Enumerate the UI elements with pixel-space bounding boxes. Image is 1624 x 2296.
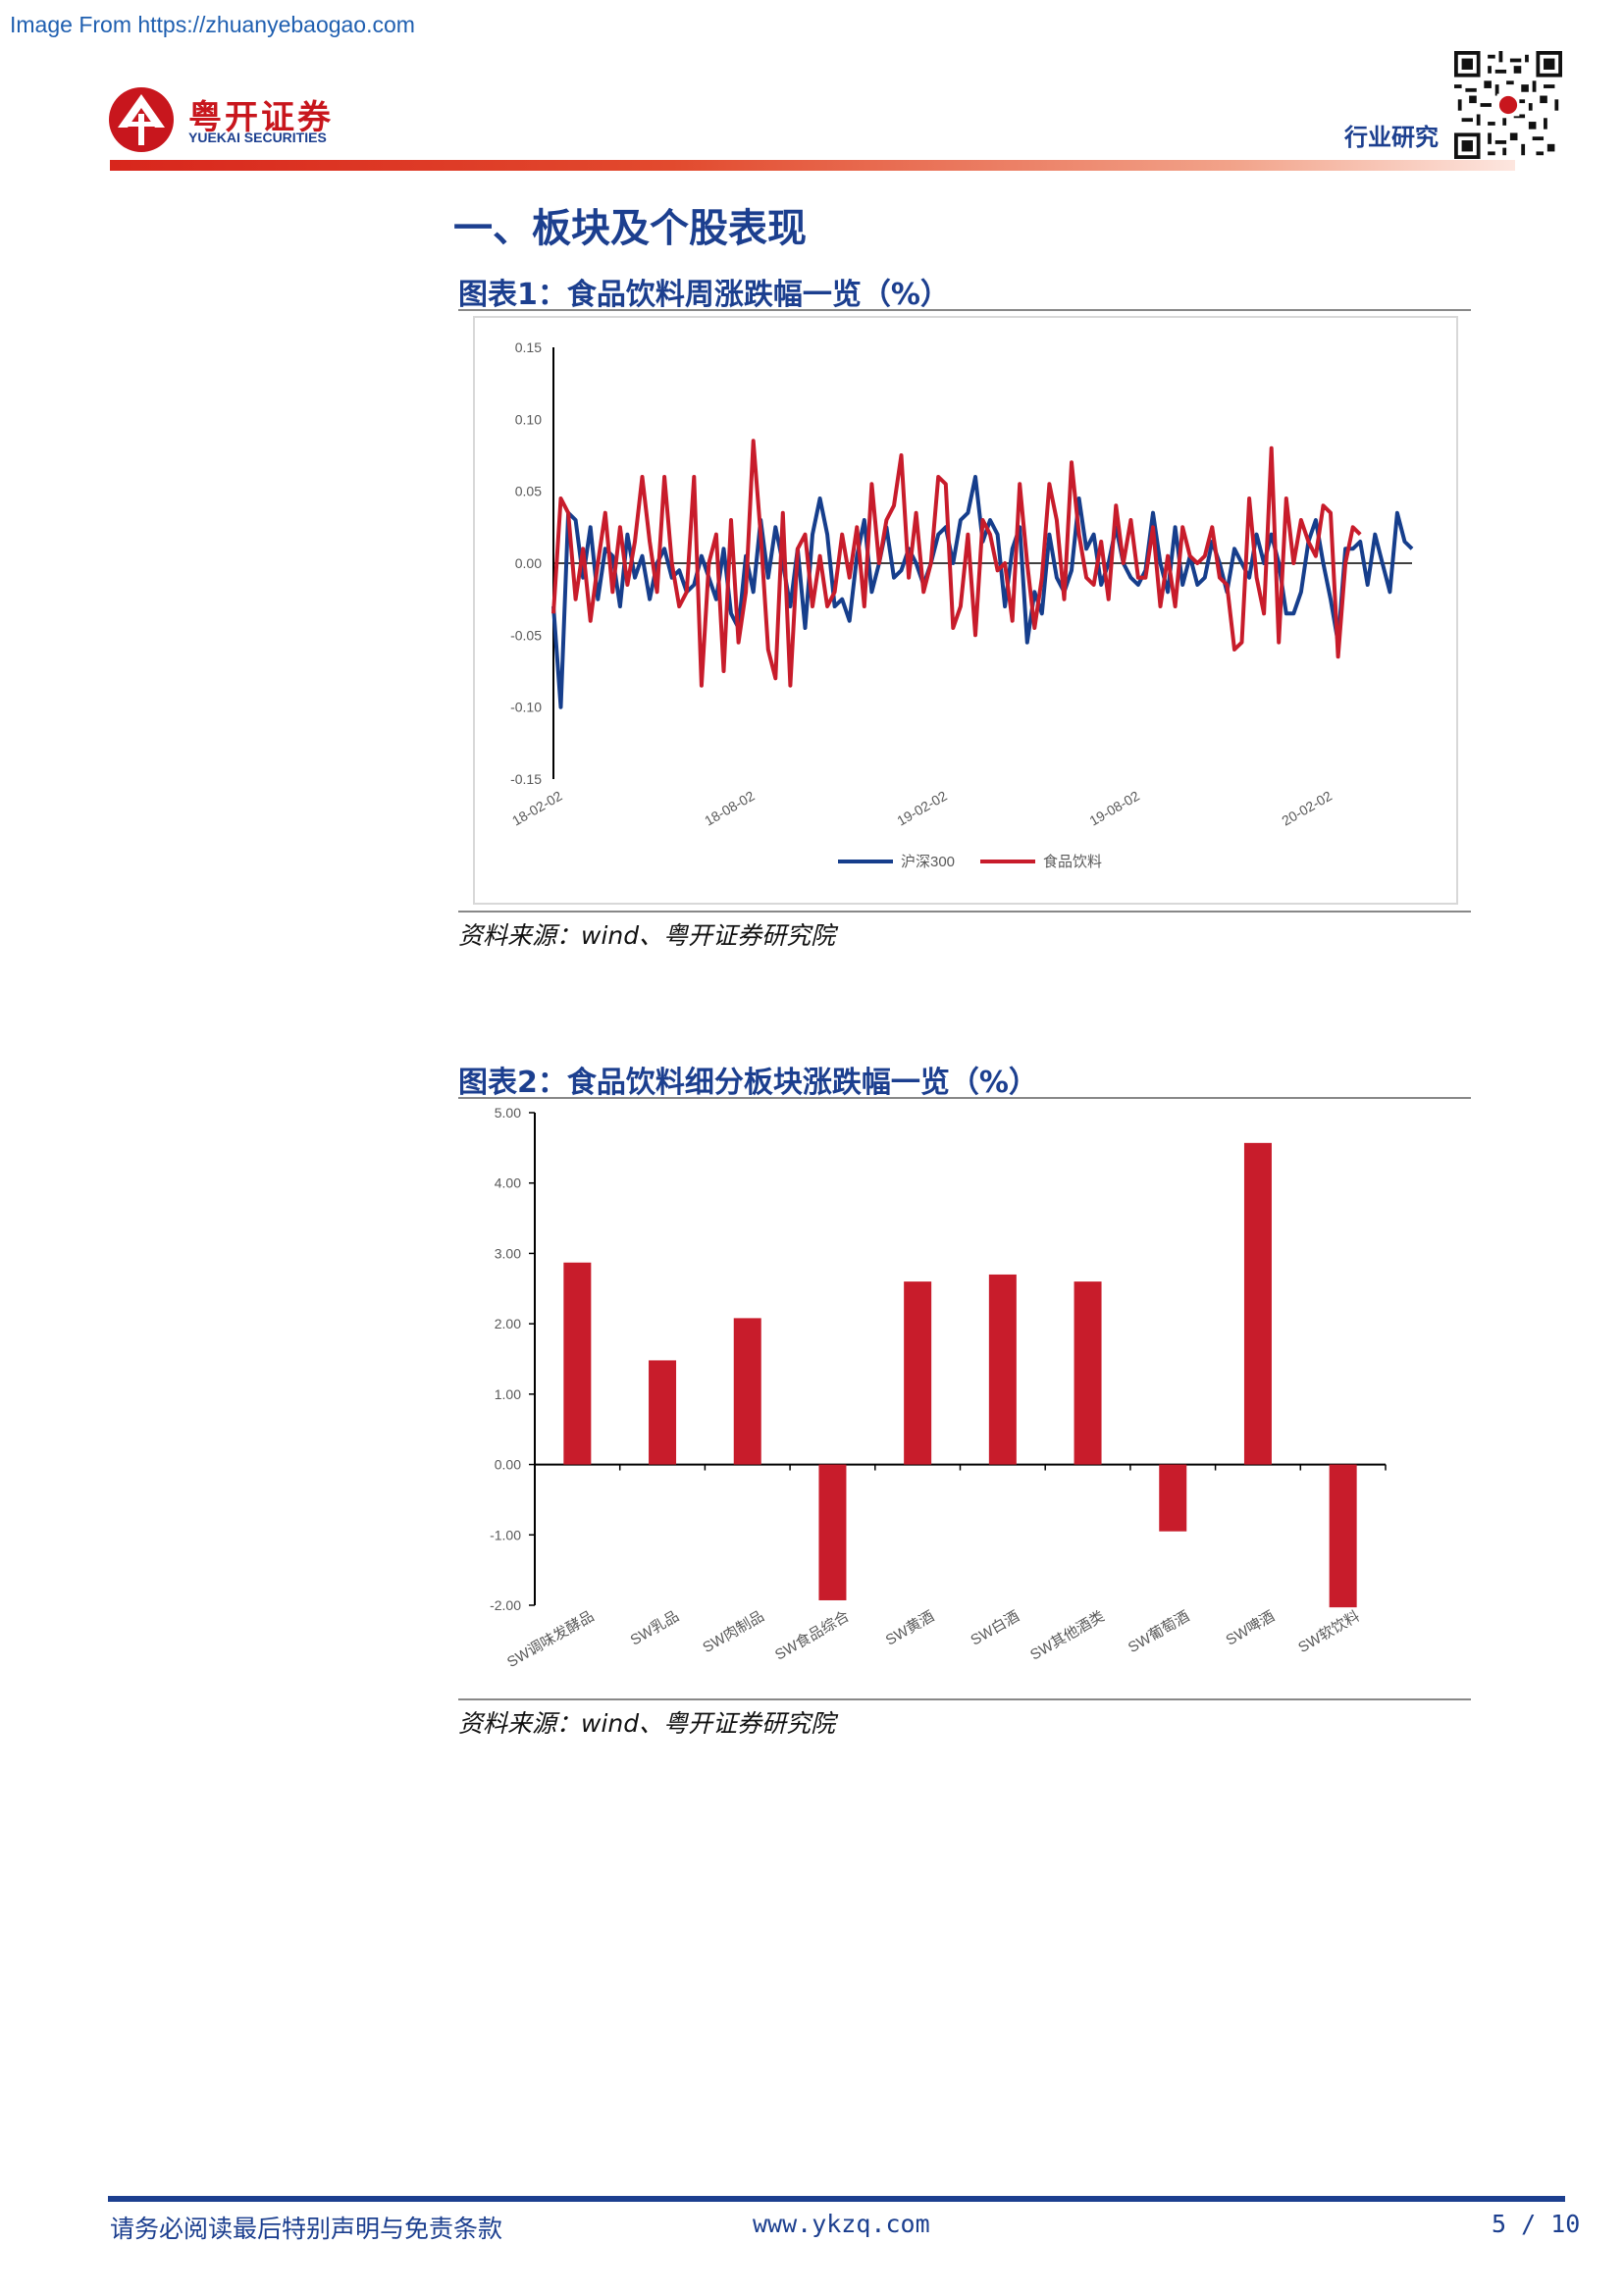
watermark-url: Image From https://zhuanyebaogao.com	[10, 12, 415, 37]
x-tick-label: 20-02-02	[1279, 788, 1335, 829]
bar	[1243, 1142, 1272, 1465]
y-tick-label: 0.00	[515, 555, 542, 571]
x-category-label: SW食品综合	[772, 1608, 852, 1664]
page-number: 5 / 10	[1492, 2210, 1581, 2238]
header-divider	[110, 160, 1515, 171]
figure2-source: 资料来源：wind、粤开证券研究院	[458, 1709, 836, 1738]
figure2-bottom-rule	[458, 1698, 1471, 1700]
y-tick-label: 0.05	[515, 484, 542, 499]
bar	[904, 1281, 932, 1465]
bar	[649, 1360, 677, 1465]
figure2-bar-chart: 5.00 4.00 3.00 2.00 1.00 0.00 -1.00 -2.00 SW调味发…	[490, 1105, 1387, 1671]
y-tick-label: 0.10	[515, 411, 542, 427]
x-category-label: SW啤酒	[1224, 1608, 1278, 1649]
series-line-1	[551, 439, 1362, 688]
company-name-en: YUEKAI SECURITIES	[188, 130, 327, 145]
bar	[1074, 1281, 1102, 1465]
figure1-line-chart: 0.15 0.10 0.05 0.00 -0.05 -0.10 -0.15 18-02-02…	[509, 339, 1414, 870]
y-tick-label: 2.00	[495, 1316, 521, 1331]
figure1-source: 资料来源：wind、粤开证券研究院	[458, 921, 836, 950]
y-tick-label: 3.00	[495, 1245, 521, 1261]
x-category-label: SW乳品	[628, 1608, 682, 1649]
y-tick-label: 0.00	[495, 1457, 521, 1473]
bar	[1159, 1464, 1187, 1532]
x-category-label: SW软饮料	[1295, 1608, 1362, 1656]
x-category-label: SW葡萄酒	[1126, 1608, 1192, 1656]
figure1-title: 图表1：食品饮料周涨跌幅一览（%）	[458, 278, 950, 312]
bar	[563, 1262, 592, 1465]
y-tick-label: 5.00	[495, 1105, 521, 1121]
x-category-label: SW其他酒类	[1027, 1608, 1107, 1664]
y-tick-label: 0.15	[515, 339, 542, 355]
y-tick-label: -0.10	[510, 700, 542, 715]
figure2-title: 图表2：食品饮料细分板块涨跌幅一览（%）	[458, 1066, 1038, 1100]
x-tick-label: 18-08-02	[702, 788, 758, 829]
report-type-tag: 行业研究	[1344, 124, 1439, 151]
x-category-label: SW黄酒	[883, 1608, 937, 1649]
bar	[988, 1274, 1017, 1465]
x-category-label: SW调味发酵品	[504, 1608, 597, 1671]
x-tick-label: 18-02-02	[509, 788, 565, 829]
y-tick-label: 4.00	[495, 1175, 521, 1191]
company-name-cn: 粤开证券	[188, 98, 334, 137]
footer-disclaimer-link[interactable]: 请务必阅读最后特别声明与免责条款	[110, 2215, 503, 2243]
x-tick-label: 19-08-02	[1086, 788, 1142, 829]
yuekai-logo	[109, 87, 174, 152]
x-category-label: SW白酒	[968, 1608, 1022, 1649]
figure2-top-rule	[458, 1097, 1471, 1099]
x-tick-label: 19-02-02	[894, 788, 950, 829]
legend-label: 食品饮料	[1043, 854, 1102, 870]
y-tick-label: 1.00	[495, 1386, 521, 1402]
y-tick-label: -0.15	[510, 771, 542, 787]
bar	[818, 1464, 847, 1600]
figure1-chart-frame: 0.15 0.10 0.05 0.00 -0.05 -0.10 -0.15 18-02-02…	[473, 316, 1458, 905]
legend-label: 沪深300	[901, 854, 955, 870]
section-title: 一、板块及个股表现	[453, 206, 807, 251]
footer-website-link[interactable]: www.ykzq.com	[753, 2210, 930, 2238]
figure1-top-rule	[458, 309, 1471, 311]
y-tick-label: -2.00	[490, 1597, 521, 1613]
x-category-label: SW肉制品	[700, 1608, 766, 1656]
bar	[733, 1318, 761, 1465]
y-tick-label: -0.05	[510, 627, 542, 643]
y-tick-label: -1.00	[490, 1527, 521, 1542]
figure1-bottom-rule	[458, 911, 1471, 913]
bar	[1329, 1464, 1357, 1608]
qr-code-icon[interactable]	[1454, 51, 1562, 159]
footer-divider	[108, 2196, 1565, 2202]
